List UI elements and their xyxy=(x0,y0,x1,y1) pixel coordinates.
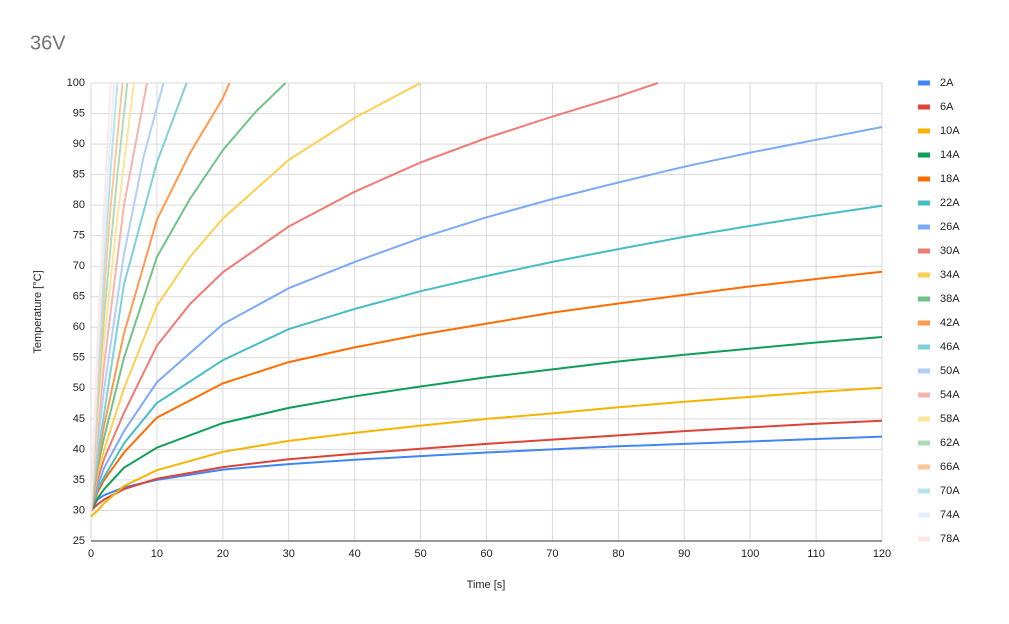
legend-label: 74A xyxy=(940,509,960,521)
x-tick-label: 50 xyxy=(414,548,426,560)
series-line xyxy=(90,435,883,512)
series-line xyxy=(90,336,883,511)
legend-swatch xyxy=(918,176,930,182)
legend-swatch xyxy=(918,416,930,422)
legend-swatch xyxy=(918,440,930,446)
series-line xyxy=(90,82,422,511)
x-tick-label: 90 xyxy=(678,548,690,560)
series-line xyxy=(90,82,112,511)
y-tick-label: 95 xyxy=(73,107,85,119)
legend-label: 66A xyxy=(940,461,960,473)
legend-label: 78A xyxy=(940,533,960,545)
y-tick-label: 35 xyxy=(73,474,85,486)
legend-swatch xyxy=(918,536,930,542)
y-tick-label: 55 xyxy=(73,352,85,364)
legend-label: 10A xyxy=(940,125,960,137)
legend-swatch xyxy=(918,464,930,470)
legend-label: 14A xyxy=(940,149,960,161)
legend-swatch xyxy=(918,296,930,302)
legend-swatch xyxy=(918,344,930,350)
legend-swatch xyxy=(918,224,930,230)
series-line xyxy=(90,204,883,511)
y-tick-label: 80 xyxy=(73,199,85,211)
x-tick-label: 100 xyxy=(741,548,759,560)
legend-swatch xyxy=(918,80,930,86)
legend-label: 38A xyxy=(940,293,960,305)
y-tick-label: 70 xyxy=(73,260,85,272)
y-tick-label: 60 xyxy=(73,321,85,333)
x-tick-label: 10 xyxy=(151,548,163,560)
y-tick-label: 65 xyxy=(73,291,85,303)
legend-label: 2A xyxy=(940,77,954,89)
legend-swatch xyxy=(918,320,930,326)
legend-label: 50A xyxy=(940,365,960,377)
x-axis-title: Time [s] xyxy=(467,579,506,591)
legend-swatch xyxy=(918,272,930,278)
legend-label: 58A xyxy=(940,413,960,425)
chart-title: 36V xyxy=(30,32,66,54)
y-tick-label: 25 xyxy=(73,535,85,547)
legend-label: 22A xyxy=(940,197,960,209)
x-tick-label: 60 xyxy=(480,548,492,560)
y-tick-label: 40 xyxy=(73,443,85,455)
legend-label: 18A xyxy=(940,173,960,185)
x-tick-label: 70 xyxy=(546,548,558,560)
legend-swatch xyxy=(918,152,930,158)
legend-label: 42A xyxy=(940,317,960,329)
legend-swatch xyxy=(918,512,930,518)
legend-swatch xyxy=(918,128,930,134)
legend-label: 62A xyxy=(940,437,960,449)
y-tick-label: 30 xyxy=(73,504,85,516)
legend-label: 70A xyxy=(940,485,960,497)
legend-swatch xyxy=(918,200,930,206)
y-tick-label: 100 xyxy=(67,77,85,89)
series-line xyxy=(90,386,883,518)
y-tick-label: 75 xyxy=(73,230,85,242)
x-tick-label: 80 xyxy=(612,548,624,560)
series-line xyxy=(90,82,659,511)
legend-swatch xyxy=(918,248,930,254)
x-tick-label: 0 xyxy=(88,548,94,560)
legend-swatch xyxy=(918,392,930,398)
legend-label: 54A xyxy=(940,389,960,401)
y-tick-label: 85 xyxy=(73,169,85,181)
legend-label: 46A xyxy=(940,341,960,353)
series-line xyxy=(90,270,883,511)
series-line xyxy=(90,82,231,511)
y-tick-label: 90 xyxy=(73,138,85,150)
legend-label: 26A xyxy=(940,221,960,233)
legend-swatch xyxy=(918,368,930,374)
x-tick-label: 30 xyxy=(283,548,295,560)
legend-swatch xyxy=(918,104,930,110)
y-tick-label: 50 xyxy=(73,382,85,394)
y-tick-label: 45 xyxy=(73,413,85,425)
legend-label: 30A xyxy=(940,245,960,257)
legend-swatch xyxy=(918,488,930,494)
series-line xyxy=(90,82,287,511)
x-tick-label: 110 xyxy=(807,548,825,560)
x-tick-label: 40 xyxy=(349,548,361,560)
y-axis-title: Temperature [°C] xyxy=(32,270,44,353)
legend-label: 6A xyxy=(940,101,954,113)
series-line xyxy=(90,126,883,511)
x-tick-label: 20 xyxy=(217,548,229,560)
x-tick-label: 120 xyxy=(873,548,891,560)
legend-label: 34A xyxy=(940,269,960,281)
